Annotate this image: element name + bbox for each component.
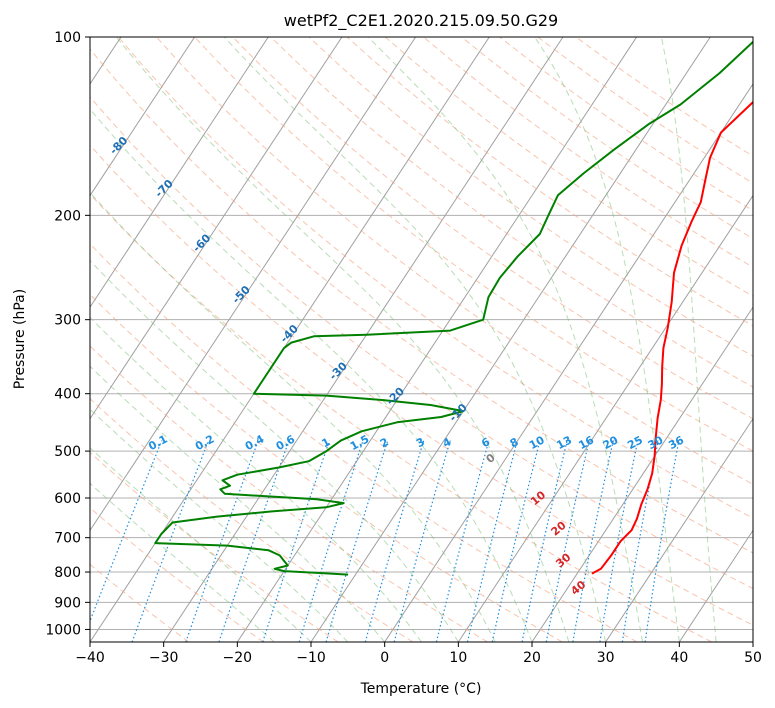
y-tick-label: 300	[54, 313, 81, 329]
mixing-ratio-line	[325, 440, 389, 642]
profile-layer	[154, 40, 753, 576]
x-tick-label: −30	[149, 650, 179, 666]
isotherm-line	[90, 37, 196, 197]
x-axis-title: Temperature (°C)	[360, 681, 482, 697]
x-tick-label: 50	[744, 650, 762, 666]
y-tick-label: 700	[54, 531, 81, 547]
y-tick-label: 1000	[45, 622, 81, 638]
y-tick-label: 900	[54, 595, 81, 611]
mixing-ratio-label: 20	[601, 433, 621, 452]
y-tick-label: 400	[54, 387, 81, 403]
y-tick-label: 500	[54, 444, 81, 460]
mixing-ratio-line	[644, 440, 680, 642]
dry-adiabat-line	[90, 507, 264, 642]
temperature-profile-line	[591, 100, 753, 575]
mixing-ratio-line	[491, 440, 541, 642]
moist-adiabat-line	[367, 37, 643, 642]
dry-adiabat-line	[90, 144, 753, 626]
mixing-ratio-line	[545, 440, 590, 642]
isotherm-line	[236, 37, 638, 642]
isotherm-line	[163, 37, 564, 642]
dry-adiabat-line	[90, 96, 753, 590]
isotherm-line	[90, 37, 269, 309]
y-tick-label: 200	[54, 208, 81, 224]
x-tick-label: −10	[296, 650, 326, 666]
moist-adiabat-line	[90, 316, 422, 642]
chart-title: wetPf2_C2E1.2020.215.09.50.G29	[284, 11, 558, 31]
x-tick-label: 10	[449, 650, 467, 666]
mixing-ratio-label: 13	[554, 433, 574, 452]
dry-adiabat-line	[308, 37, 753, 357]
dry-adiabat-line	[156, 37, 753, 485]
mixing-ratio-line	[364, 440, 425, 642]
dry-adiabat-line	[346, 37, 753, 327]
x-tick-label: 30	[597, 650, 615, 666]
isotherm-line	[678, 529, 753, 642]
moist-adiabat-line	[660, 37, 717, 642]
mixing-ratio-label: 30	[646, 433, 666, 452]
dry-adiabat-line	[384, 37, 753, 297]
dry-adiabat-line	[117, 37, 753, 519]
dry-adiabat-line	[90, 48, 753, 554]
mixing-ratio-label: 16	[576, 433, 596, 452]
x-tick-label: 0	[380, 650, 389, 666]
y-tick-label: 100	[54, 30, 81, 46]
mixing-ratio-line	[572, 440, 614, 642]
dry-adiabat-line	[90, 345, 488, 642]
moist-adiabat-line	[115, 37, 570, 642]
isotherm-line	[605, 417, 753, 642]
isotherm-line	[90, 37, 343, 420]
mixing-ratio-line	[466, 440, 518, 642]
isotherm-line	[531, 306, 753, 642]
x-tick-label: 20	[523, 650, 541, 666]
moist-adiabat-line	[90, 482, 275, 642]
x-tick-label: −40	[75, 650, 105, 666]
x-tick-label: 40	[670, 650, 688, 666]
mixing-ratio-label: 25	[625, 433, 645, 452]
isotherm-line	[90, 37, 417, 532]
y-axis-title: Pressure (hPa)	[12, 289, 28, 389]
y-tick-label: 600	[54, 491, 81, 507]
mixing-ratio-label: 36	[666, 433, 686, 452]
mixing-ratio-label: 10	[527, 433, 547, 452]
mixing-ratio-line	[393, 440, 451, 642]
dry-adiabat-line	[232, 37, 753, 420]
mixing-ratio-line	[599, 440, 639, 642]
axes-layer: −40 −30 −20 −10 0 10 20 30 40 50 100 200 300 400 500 60…	[45, 30, 762, 666]
dry-adiabat-line	[194, 37, 753, 452]
isotherm-line	[384, 83, 753, 642]
mixing-ratio-line	[298, 440, 364, 642]
dewpoint-profile-line	[154, 40, 753, 576]
moist-adiabat-line	[90, 191, 496, 642]
x-tick-label: −20	[223, 650, 253, 666]
y-tick-label: 800	[54, 565, 81, 581]
moist-adiabat-line	[223, 37, 607, 642]
isotherm-line	[457, 194, 753, 642]
mixing-ratio-line	[521, 440, 568, 642]
moist-adiabat-line	[534, 37, 680, 642]
dry-adiabat-line	[90, 293, 563, 642]
plot-frame	[89, 36, 754, 643]
adiabat-layer	[90, 37, 753, 642]
moist-adiabat-line	[90, 108, 533, 642]
mixing-ratio-line	[435, 440, 490, 642]
mixing-ratio-line	[185, 440, 259, 642]
